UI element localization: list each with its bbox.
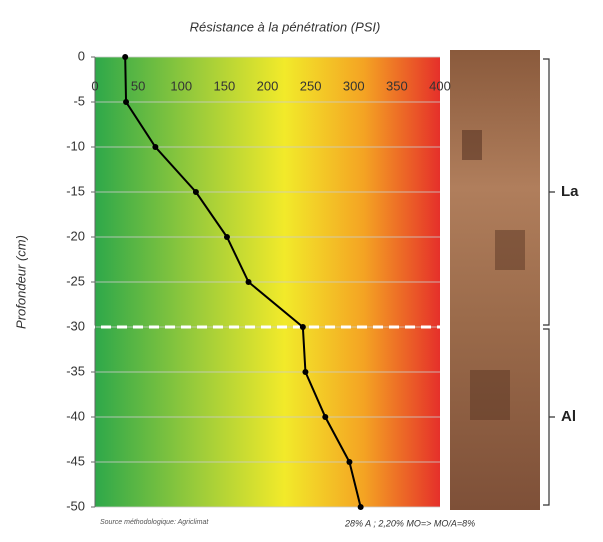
data-point <box>245 279 252 285</box>
soil-texture <box>495 230 525 270</box>
y-tick-label: -30 <box>66 318 85 333</box>
data-point <box>192 189 199 195</box>
x-tick-label: 150 <box>214 78 236 93</box>
data-point <box>322 414 329 420</box>
y-tick-label: -35 <box>66 363 85 378</box>
data-point <box>223 234 230 240</box>
soil-texture <box>470 370 510 420</box>
soil-texture <box>462 130 482 160</box>
x-tick-label: 350 <box>386 78 408 93</box>
data-point <box>123 99 130 105</box>
x-tick-label: 50 <box>131 78 145 93</box>
y-tick-label: -10 <box>66 138 85 153</box>
horizon-label: La <box>561 183 579 200</box>
soil-photo <box>450 50 540 510</box>
x-tick-label: 400 <box>429 78 451 93</box>
y-tick-label: 0 <box>78 48 85 63</box>
x-tick-label: 100 <box>170 78 192 93</box>
data-point <box>122 54 129 60</box>
horizon-bracket <box>543 58 555 326</box>
y-tick-label: -40 <box>66 408 85 423</box>
y-tick-label: -50 <box>66 498 85 513</box>
y-axis-label: Profondeur (cm) <box>13 235 28 329</box>
chart-title: Résistance à la pénétration (PSI) <box>190 19 381 34</box>
data-point <box>152 144 159 150</box>
data-point <box>346 459 353 465</box>
x-tick-label: 200 <box>257 78 279 93</box>
x-tick-label: 300 <box>343 78 365 93</box>
source: Source méthodologique: Agriclimat <box>100 519 209 526</box>
y-tick-label: -15 <box>66 183 85 198</box>
x-tick-label: 0 <box>91 78 98 93</box>
data-point <box>302 369 309 375</box>
x-tick-label: 250 <box>300 78 322 93</box>
note: 28% A ; 2,20% MO=> MO/A=8% <box>344 518 475 528</box>
y-tick-label: -25 <box>66 273 85 288</box>
y-tick-label: -45 <box>66 453 85 468</box>
data-point <box>357 504 364 510</box>
y-tick-label: -20 <box>66 228 85 243</box>
data-point <box>299 324 306 330</box>
y-tick-label: -5 <box>73 93 85 108</box>
horizon-label: Al <box>561 408 576 425</box>
horizon-bracket <box>543 328 555 506</box>
